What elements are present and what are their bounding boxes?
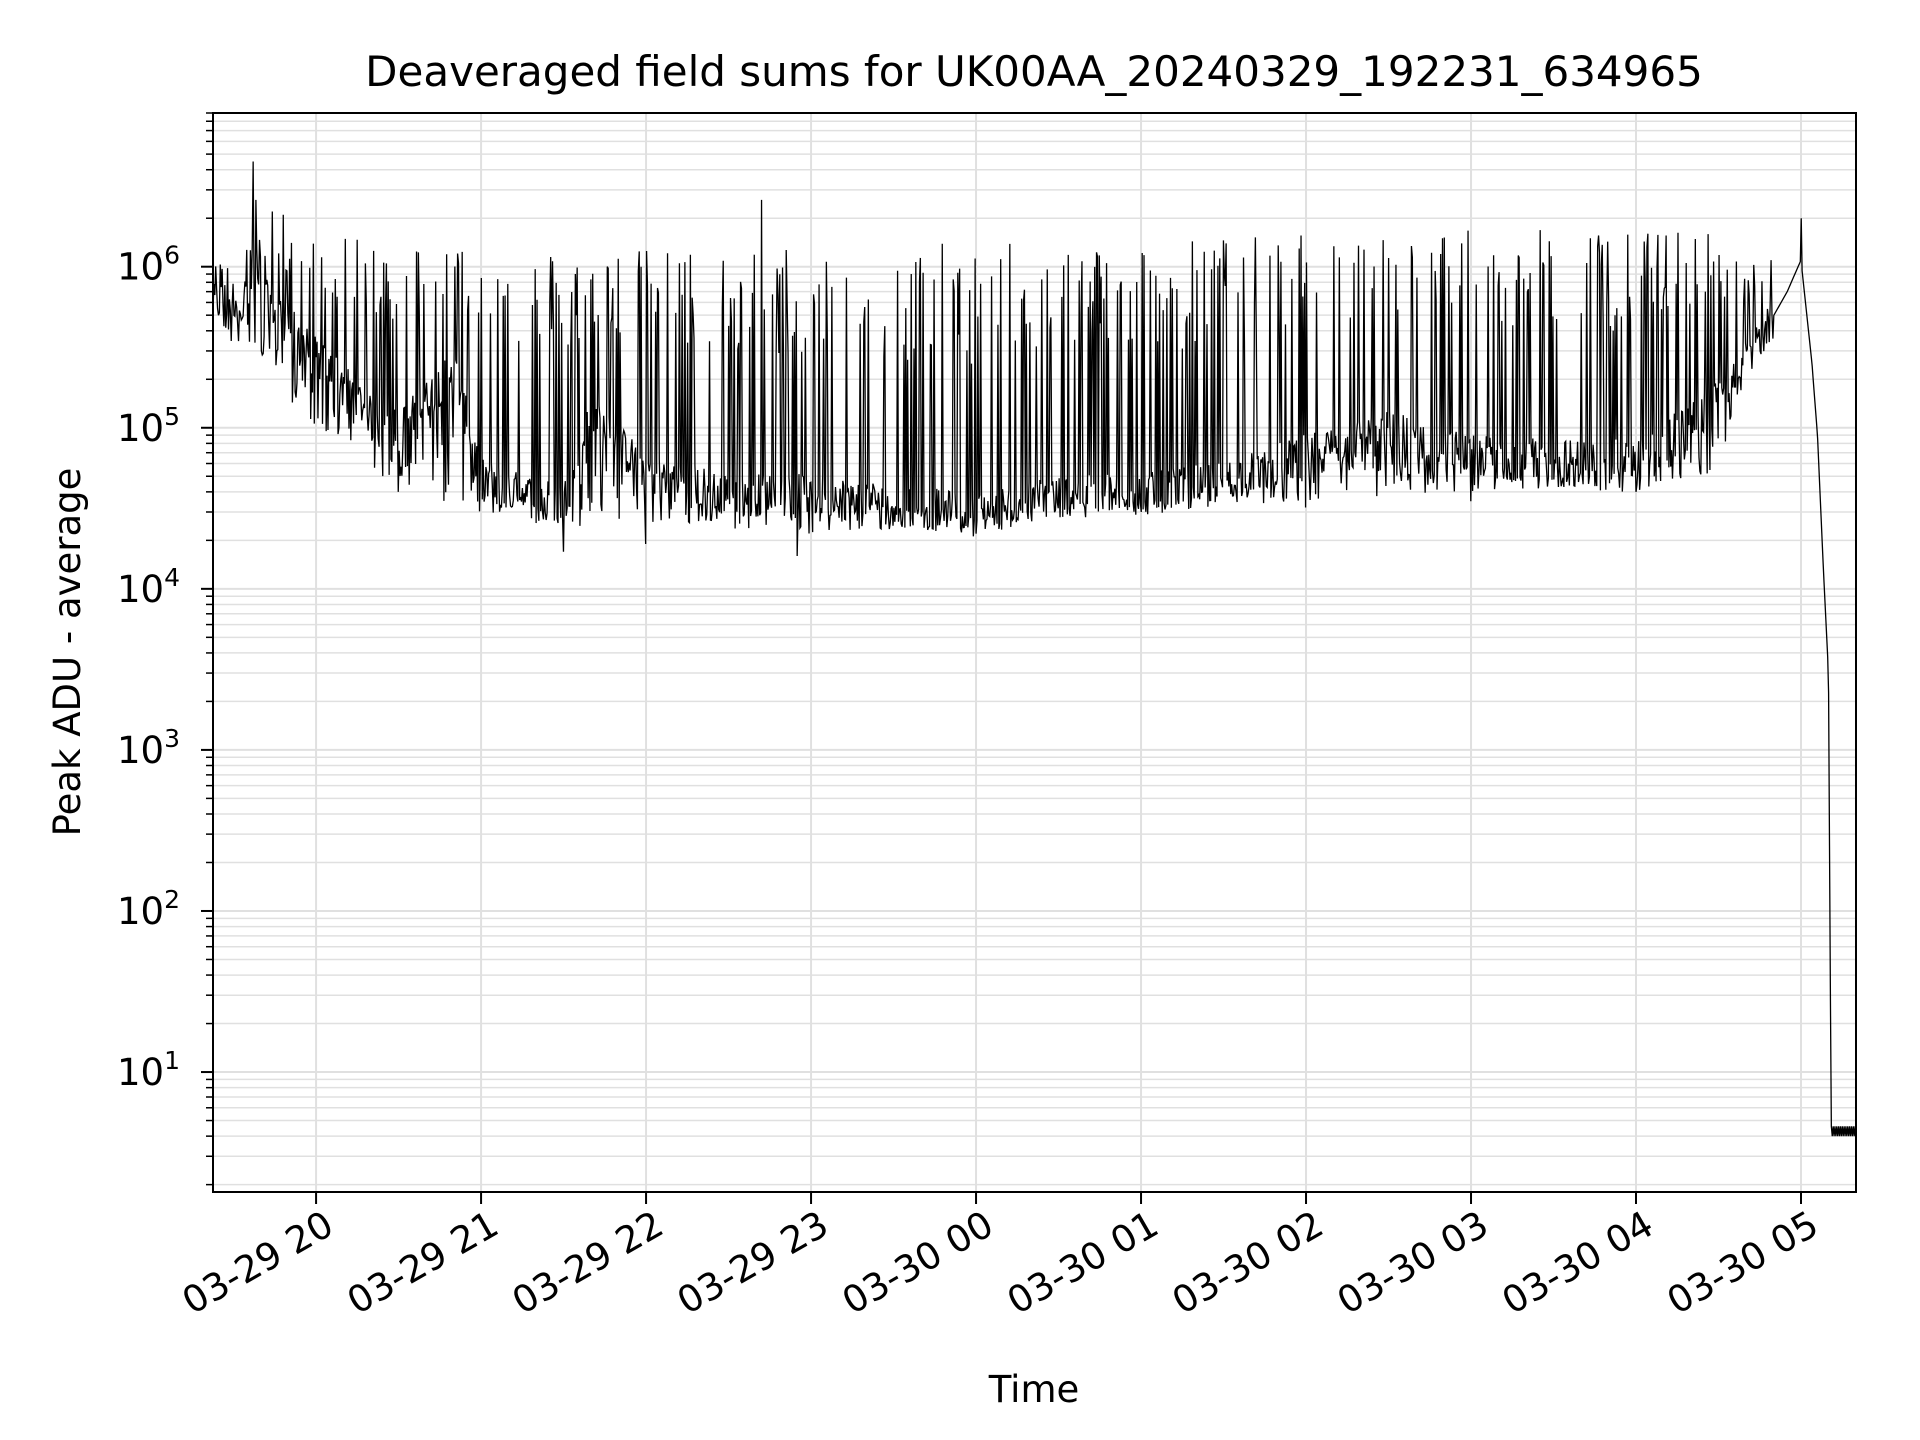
y-tick-label: 106 <box>117 241 180 289</box>
x-axis-label: Time <box>988 1368 1080 1411</box>
grid-lines <box>213 112 1856 1192</box>
y-tick-label: 104 <box>117 563 180 611</box>
y-tick-label: 101 <box>117 1046 180 1094</box>
chart-title: Deaveraged field sums for UK00AA_2024032… <box>365 47 1703 96</box>
y-axis-label: Peak ADU - average <box>46 468 89 837</box>
y-tick-label: 102 <box>117 885 180 933</box>
series-1-line <box>212 161 1857 1137</box>
series-1-group <box>212 161 1857 1137</box>
y-tick-label: 105 <box>117 402 180 450</box>
y-tick-label: 103 <box>117 724 180 772</box>
